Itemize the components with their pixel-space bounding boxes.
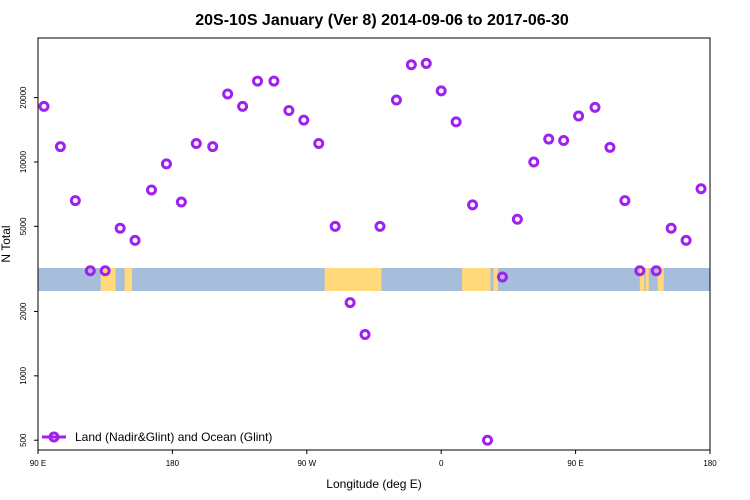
y-tick-label: 5000	[19, 217, 28, 235]
data-point	[69, 195, 81, 207]
y-tick-label: 20000	[19, 86, 28, 109]
data-point	[344, 297, 356, 309]
data-points	[38, 57, 707, 446]
plot-frame	[37, 37, 711, 451]
x-axis-label: Longitude (deg E)	[326, 477, 421, 491]
data-point	[237, 100, 249, 112]
x-axis: 90 E 180 90 W 0 90 E 180	[30, 450, 717, 468]
data-point	[38, 100, 50, 112]
data-point	[329, 220, 341, 232]
map-strip	[38, 268, 710, 291]
data-point	[207, 141, 219, 153]
data-point	[420, 57, 432, 69]
x-tick-label: 180	[166, 459, 180, 468]
data-point	[222, 88, 234, 100]
data-point	[390, 94, 402, 106]
data-point	[374, 220, 386, 232]
data-point	[619, 195, 631, 207]
land-segment	[124, 268, 133, 291]
data-point	[99, 265, 111, 277]
data-point	[435, 85, 447, 97]
y-tick-label: 10000	[19, 150, 28, 173]
land-segment	[493, 268, 498, 291]
x-tick-label: 180	[703, 459, 717, 468]
data-point	[528, 156, 540, 168]
data-point	[543, 133, 555, 145]
land-segment	[462, 268, 491, 291]
land-segment	[645, 268, 649, 291]
legend: Land (Nadir&Glint) and Ocean (Glint)	[42, 430, 272, 444]
data-point	[558, 135, 570, 147]
data-point	[573, 110, 585, 122]
data-point	[589, 101, 601, 113]
data-point	[604, 141, 616, 153]
data-point	[313, 138, 325, 150]
x-tick-label: 90 W	[297, 459, 316, 468]
data-point	[650, 265, 662, 277]
data-point	[160, 158, 172, 170]
x-tick-label: 90 E	[30, 459, 46, 468]
data-point	[175, 196, 187, 208]
data-point	[405, 59, 417, 71]
data-point	[129, 234, 141, 246]
y-tick-label: 500	[19, 433, 28, 447]
data-point	[283, 105, 295, 117]
data-point	[190, 138, 202, 150]
data-point	[467, 199, 479, 211]
data-point	[665, 222, 677, 234]
land-segment	[657, 268, 664, 291]
data-point	[54, 141, 66, 153]
data-point	[496, 271, 508, 283]
data-point	[450, 116, 462, 128]
x-tick-label: 0	[439, 459, 444, 468]
data-point	[359, 329, 371, 341]
data-point	[695, 183, 707, 195]
data-point	[634, 265, 646, 277]
land-segment	[324, 268, 382, 291]
x-tick-label: 90 E	[567, 459, 583, 468]
data-point	[145, 184, 157, 196]
y-axis: 500 1000 2000 5000 10000 20000	[19, 86, 38, 447]
legend-label: Land (Nadir&Glint) and Ocean (Glint)	[75, 430, 272, 444]
y-tick-label: 1000	[19, 366, 28, 384]
y-axis-label: N Total	[0, 225, 13, 262]
data-point	[268, 75, 280, 87]
chart-title: 20S-10S January (Ver 8) 2014-09-06 to 20…	[195, 12, 569, 29]
legend-marker	[48, 431, 60, 443]
data-point	[680, 234, 692, 246]
data-point	[481, 434, 493, 446]
y-tick-label: 2000	[19, 302, 28, 320]
data-point	[511, 213, 523, 225]
data-point	[298, 114, 310, 126]
data-point	[114, 222, 126, 234]
land-segment	[639, 268, 645, 291]
data-point	[84, 265, 96, 277]
data-point	[252, 75, 264, 87]
